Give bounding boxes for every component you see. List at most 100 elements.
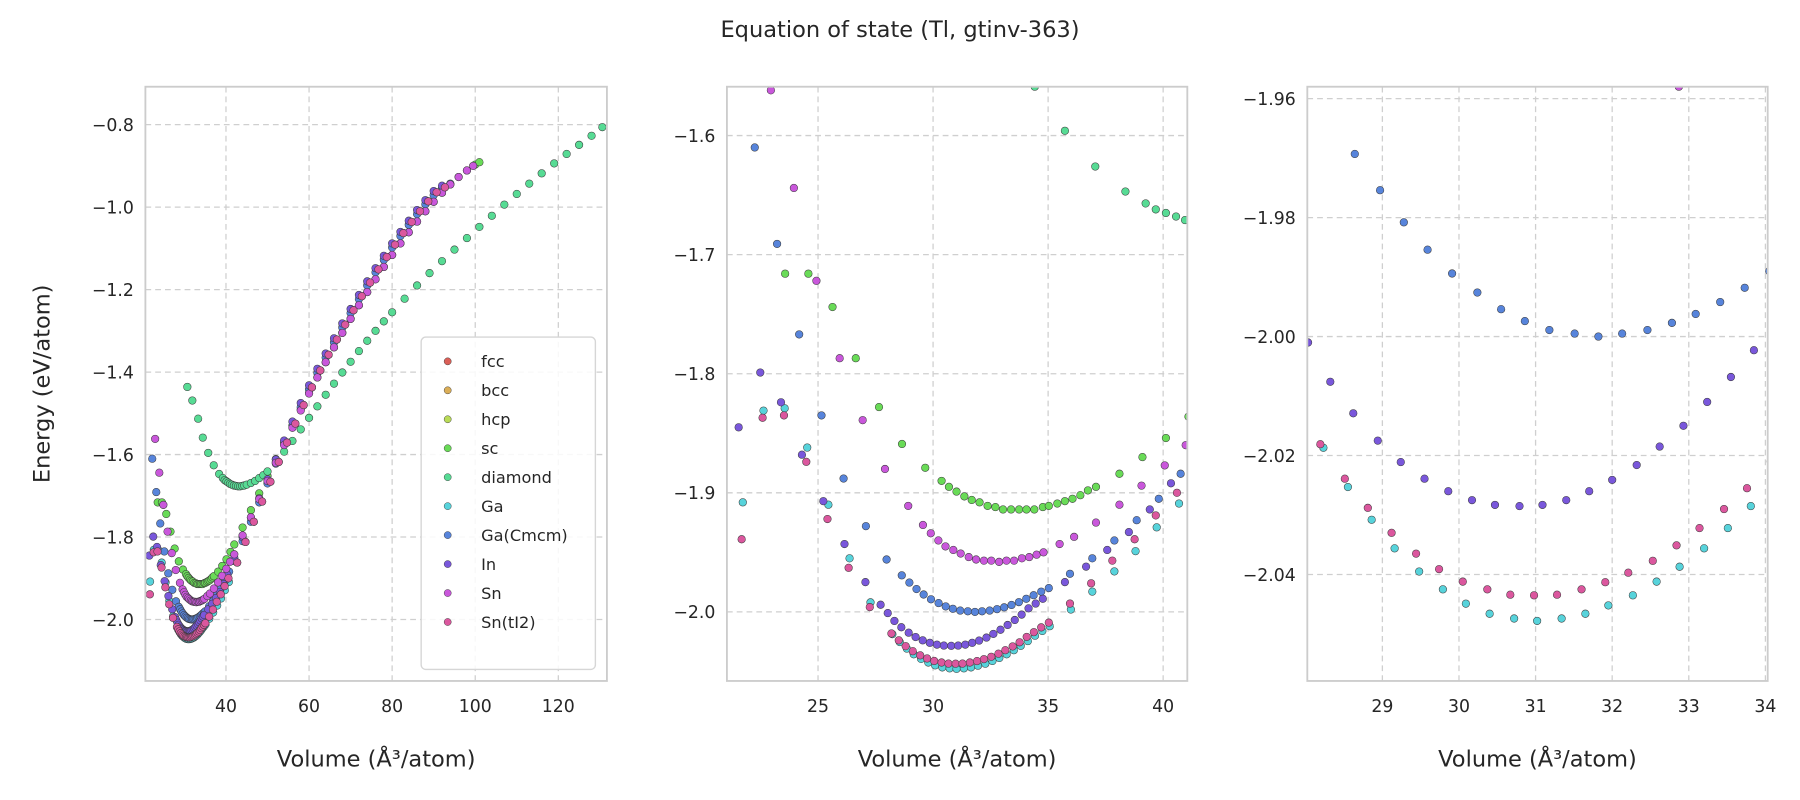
data-point	[152, 488, 161, 497]
data-point	[1172, 488, 1182, 497]
legend-marker	[443, 502, 452, 510]
legend-label: fcc	[481, 352, 504, 371]
data-point	[1281, 297, 1289, 305]
data-point	[956, 549, 965, 558]
data-point	[804, 269, 813, 278]
series-sn	[766, 86, 1188, 566]
data-point	[958, 659, 967, 668]
data-point	[1773, 315, 1781, 323]
data-point	[1130, 535, 1139, 544]
legend-label: diamond	[481, 468, 552, 487]
data-point	[1009, 556, 1019, 565]
data-point	[1320, 208, 1328, 216]
legend-marker	[443, 415, 452, 424]
data-point	[349, 306, 358, 315]
data-point	[1461, 599, 1470, 608]
data-point	[1573, 0, 1581, 2]
y-tick-label: −1.0	[92, 198, 134, 218]
data-point	[413, 281, 422, 290]
data-point	[965, 658, 974, 667]
data-point	[1251, 382, 1259, 390]
data-point	[151, 434, 160, 443]
data-point	[1598, 71, 1606, 79]
legend-item: fcc	[443, 352, 505, 371]
data-point	[851, 354, 860, 363]
data-point	[160, 547, 169, 556]
data-point	[1746, 502, 1755, 511]
data-point	[921, 463, 930, 472]
data-point	[1177, 65, 1185, 73]
x-tick-label: 31	[1525, 697, 1547, 717]
legend-item: diamond	[443, 468, 552, 487]
data-point	[1008, 642, 1017, 651]
data-point	[1608, 475, 1617, 484]
data-point	[230, 550, 239, 559]
data-point	[164, 591, 173, 601]
x-tick-label: 40	[1152, 697, 1174, 717]
data-point	[1192, 219, 1200, 227]
data-point	[209, 584, 218, 593]
series-ga	[1177, 65, 1800, 625]
data-point	[1672, 541, 1681, 550]
legend-item: Ga	[443, 497, 504, 516]
data-point	[874, 403, 884, 412]
data-point	[904, 501, 913, 510]
data-point	[1624, 77, 1632, 85]
data-point	[1003, 620, 1012, 630]
data-point	[947, 641, 956, 650]
data-point	[1481, 123, 1489, 131]
data-point	[1010, 615, 1019, 625]
data-point	[1390, 544, 1399, 553]
data-point	[1594, 332, 1603, 341]
x-tick-label: 25	[807, 697, 829, 717]
legend-marker	[443, 531, 452, 539]
data-point	[249, 517, 258, 526]
data-point	[1205, 439, 1213, 447]
data-point	[1297, 214, 1305, 222]
data-point	[487, 211, 496, 220]
data-point	[925, 638, 934, 647]
data-point	[525, 179, 534, 188]
data-point	[991, 503, 1000, 512]
y-tick-label: −1.8	[673, 365, 715, 385]
data-point	[1267, 384, 1275, 392]
data-point	[1771, 478, 1779, 486]
data-point	[996, 625, 1005, 634]
data-point	[1795, 452, 1800, 460]
axes-frame	[1306, 85, 1769, 682]
data-point	[1030, 505, 1039, 514]
data-point	[512, 189, 521, 199]
data-point	[964, 553, 973, 562]
data-point	[183, 382, 192, 392]
data-point	[1389, 215, 1397, 223]
data-point	[1154, 494, 1163, 503]
legend-label: Sn	[481, 584, 501, 603]
legend-item: hcp	[443, 410, 511, 429]
data-point	[1316, 440, 1325, 449]
data-point	[329, 343, 339, 352]
data-point	[450, 245, 459, 254]
x-axis-label: Volume (Å³/atom)	[277, 744, 476, 772]
data-point	[1313, 326, 1321, 334]
data-point	[1544, 42, 1552, 50]
data-point	[1700, 77, 1708, 85]
legend-label: sc	[481, 439, 498, 458]
data-point	[1790, 249, 1798, 257]
y-tick-label: −1.6	[92, 446, 134, 466]
data-point	[858, 416, 867, 425]
data-point	[1726, 372, 1735, 382]
figure-title: Equation of state (Tl, gtinv-363)	[720, 17, 1079, 43]
data-point	[897, 439, 907, 449]
data-point	[1655, 442, 1664, 451]
data-point	[1679, 421, 1688, 430]
data-point	[887, 629, 896, 638]
data-point	[1520, 317, 1529, 326]
data-point	[149, 532, 158, 541]
y-tick-label: −1.98	[1243, 209, 1296, 229]
data-point	[1765, 267, 1768, 275]
data-point	[201, 619, 210, 628]
data-point	[338, 328, 347, 337]
data-point	[1025, 553, 1034, 562]
data-point	[1412, 549, 1421, 558]
data-point	[1103, 545, 1112, 555]
